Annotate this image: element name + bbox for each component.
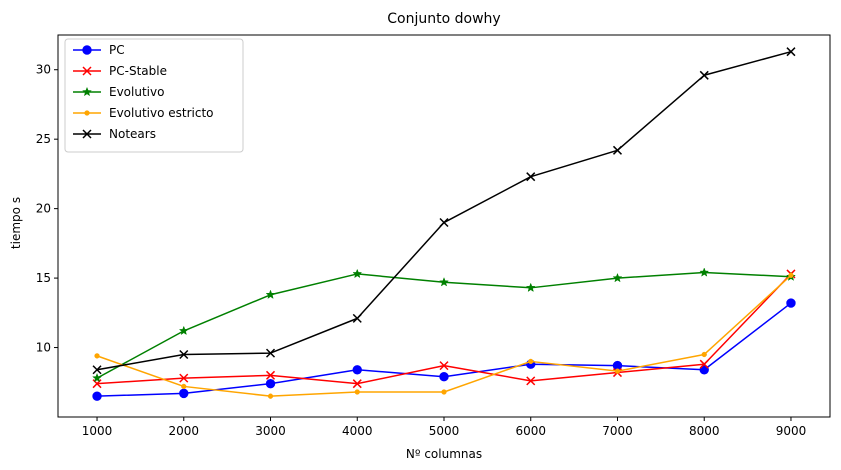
x-tick-label: 8000	[689, 424, 720, 438]
data-point	[612, 145, 623, 155]
data-point	[94, 353, 100, 359]
data-point	[786, 298, 796, 308]
legend-box	[64, 38, 244, 153]
x-tick-label: 4000	[342, 424, 373, 438]
data-point	[786, 47, 796, 57]
y-axis-title: tiempo s	[9, 197, 23, 249]
data-point	[441, 389, 447, 395]
y-tick-label: 20	[36, 202, 51, 216]
data-point	[92, 391, 102, 401]
data-point	[526, 376, 536, 386]
data-point	[267, 393, 274, 399]
x-tick-label: 3000	[255, 424, 286, 438]
y-tick-label: 25	[36, 132, 51, 146]
data-point	[701, 351, 707, 358]
legend-label: Notears	[109, 127, 156, 141]
legend-marker	[82, 45, 92, 55]
data-point	[699, 70, 709, 80]
series-3	[92, 267, 796, 383]
legend-entry: PC	[73, 43, 125, 57]
y-tick-label: 15	[36, 271, 51, 285]
legend-entry: Evolutivo estricto	[73, 106, 214, 120]
series-line	[97, 302, 792, 397]
data-point	[352, 379, 362, 389]
legend-marker	[82, 86, 92, 97]
legend-marker	[84, 110, 90, 116]
series-2	[92, 269, 796, 389]
series-line	[96, 271, 792, 379]
series-layer	[92, 47, 796, 401]
data-point	[265, 370, 276, 380]
data-point	[181, 383, 187, 390]
legend-entry: PC-Stable	[73, 64, 167, 78]
series-5	[92, 47, 796, 375]
x-tick-label: 1000	[82, 424, 113, 438]
legend-label: PC-Stable	[109, 64, 167, 78]
data-point	[699, 365, 709, 375]
data-point	[92, 365, 102, 375]
x-tick-label: 7000	[602, 424, 633, 438]
data-point	[179, 388, 189, 399]
data-point	[92, 372, 102, 383]
data-point	[354, 389, 360, 395]
data-point	[352, 313, 362, 323]
data-point	[528, 358, 534, 365]
axes-layer: 1000 2000 3000 4000 5000 6000 7000 8000 9000 10 15…	[36, 34, 831, 438]
data-point	[265, 378, 276, 389]
data-point	[525, 282, 536, 293]
data-point	[788, 272, 794, 278]
data-point	[526, 172, 536, 182]
data-point	[179, 373, 189, 383]
data-point	[439, 217, 449, 228]
series-4	[94, 272, 794, 399]
x-axis-title: Nº columnas	[406, 447, 482, 461]
legend-marker	[82, 129, 92, 139]
legend: PC PC-Stable Evolutivo Evolutivo estricto No…	[64, 38, 244, 153]
data-point	[439, 372, 449, 382]
legend-marker	[82, 66, 92, 76]
legend-label: Evolutivo estricto	[109, 106, 214, 120]
legend-label: Evolutivo	[109, 85, 164, 99]
data-point	[614, 368, 621, 374]
data-point	[265, 348, 276, 358]
y-tick-label: 30	[36, 63, 51, 77]
data-point	[699, 267, 710, 277]
data-point	[352, 268, 363, 279]
legend-entry: Notears	[73, 127, 156, 141]
data-point	[265, 289, 276, 299]
data-point	[178, 325, 189, 336]
y-tick-label: 10	[36, 341, 51, 355]
x-tick-label: 9000	[776, 424, 807, 438]
data-point	[352, 365, 362, 375]
data-point	[699, 359, 709, 369]
data-point	[612, 272, 623, 283]
data-point	[179, 349, 189, 360]
legend-entry: Evolutivo	[73, 85, 164, 99]
x-tick-label: 2000	[169, 424, 200, 438]
x-tick-label: 5000	[429, 424, 460, 438]
data-point	[439, 361, 449, 371]
legend-label: PC	[109, 43, 125, 57]
series-1	[92, 298, 796, 401]
data-point	[439, 277, 449, 287]
series-line	[96, 273, 792, 385]
chart-title: Conjunto dowhy	[387, 11, 500, 27]
x-tick-label: 6000	[515, 424, 546, 438]
